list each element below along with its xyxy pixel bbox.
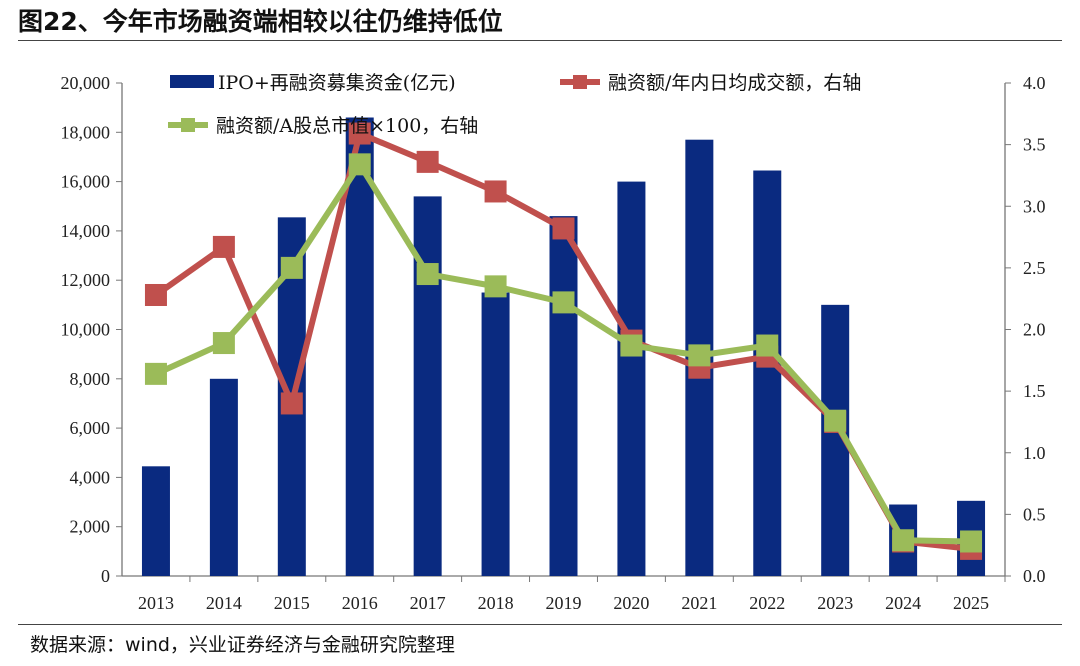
left-tick-label: 18,000 [61, 122, 111, 142]
data-point [348, 122, 371, 145]
data-point [280, 256, 303, 279]
source-note: 数据来源：wind，兴业证券经济与金融研究院整理 [30, 634, 455, 656]
x-tick-label: 2022 [749, 593, 785, 613]
x-tick-label: 2015 [274, 593, 310, 613]
data-point [416, 150, 439, 173]
legend-swatch-marker [181, 118, 195, 132]
left-tick-label: 8,000 [70, 369, 111, 389]
left-tick-label: 20,000 [61, 73, 111, 93]
legend-label: 融资额/年内日均成交额，右轴 [608, 72, 861, 94]
x-tick-label: 2013 [138, 593, 174, 613]
left-tick-label: 14,000 [61, 221, 111, 241]
bar [209, 378, 238, 576]
left-tick-label: 2,000 [70, 517, 111, 537]
data-point [484, 275, 507, 298]
x-tick-label: 2020 [613, 593, 649, 613]
right-tick-label: 4.0 [1023, 73, 1046, 93]
data-point [144, 362, 167, 385]
data-point [552, 217, 575, 240]
bar [617, 181, 646, 576]
left-tick-label: 12,000 [61, 270, 111, 290]
x-tick-label: 2024 [885, 593, 921, 613]
data-point [960, 530, 983, 553]
data-point [620, 334, 643, 357]
bar [549, 216, 578, 577]
title-divider [18, 40, 1062, 41]
data-point [484, 180, 507, 203]
x-tick-label: 2014 [206, 593, 242, 613]
x-tick-label: 2025 [953, 593, 989, 613]
bar [481, 292, 510, 576]
right-tick-label: 0.5 [1023, 504, 1046, 524]
right-tick-label: 1.0 [1023, 443, 1046, 463]
source-divider [18, 624, 1062, 625]
legend-swatch-bar [170, 75, 214, 88]
left-tick-label: 4,000 [70, 467, 111, 487]
data-point [756, 334, 779, 357]
data-point [144, 283, 167, 306]
data-point [552, 291, 575, 314]
left-tick-label: 0 [101, 566, 110, 586]
right-tick-label: 0.0 [1023, 566, 1046, 586]
x-tick-label: 2023 [817, 593, 853, 613]
right-tick-label: 2.0 [1023, 320, 1046, 340]
data-point [212, 235, 235, 258]
x-tick-label: 2021 [681, 593, 717, 613]
left-tick-label: 10,000 [61, 320, 111, 340]
data-point [688, 344, 711, 367]
x-tick-label: 2019 [546, 593, 582, 613]
left-tick-label: 6,000 [70, 418, 111, 438]
data-point [416, 263, 439, 286]
x-tick-label: 2017 [410, 593, 446, 613]
data-point [280, 392, 303, 415]
bar [141, 466, 170, 576]
right-tick-label: 1.5 [1023, 381, 1046, 401]
data-point [348, 153, 371, 176]
chart-title: 图22、今年市场融资端相较以往仍维持低位 [18, 7, 503, 36]
data-point [824, 409, 847, 432]
data-point [212, 332, 235, 355]
right-tick-label: 2.5 [1023, 258, 1046, 278]
right-tick-label: 3.5 [1023, 135, 1046, 155]
bar [753, 170, 782, 576]
bar [345, 117, 374, 576]
data-point [892, 529, 915, 552]
left-tick-label: 16,000 [61, 172, 111, 192]
right-tick-label: 3.0 [1023, 196, 1046, 216]
x-tick-label: 2016 [342, 593, 378, 613]
legend-swatch-marker [573, 75, 587, 89]
legend-label: IPO+再融资募集资金(亿元) [218, 72, 456, 94]
legend-label: 融资额/A股总市值×100，右轴 [216, 115, 478, 137]
x-tick-label: 2018 [478, 593, 514, 613]
